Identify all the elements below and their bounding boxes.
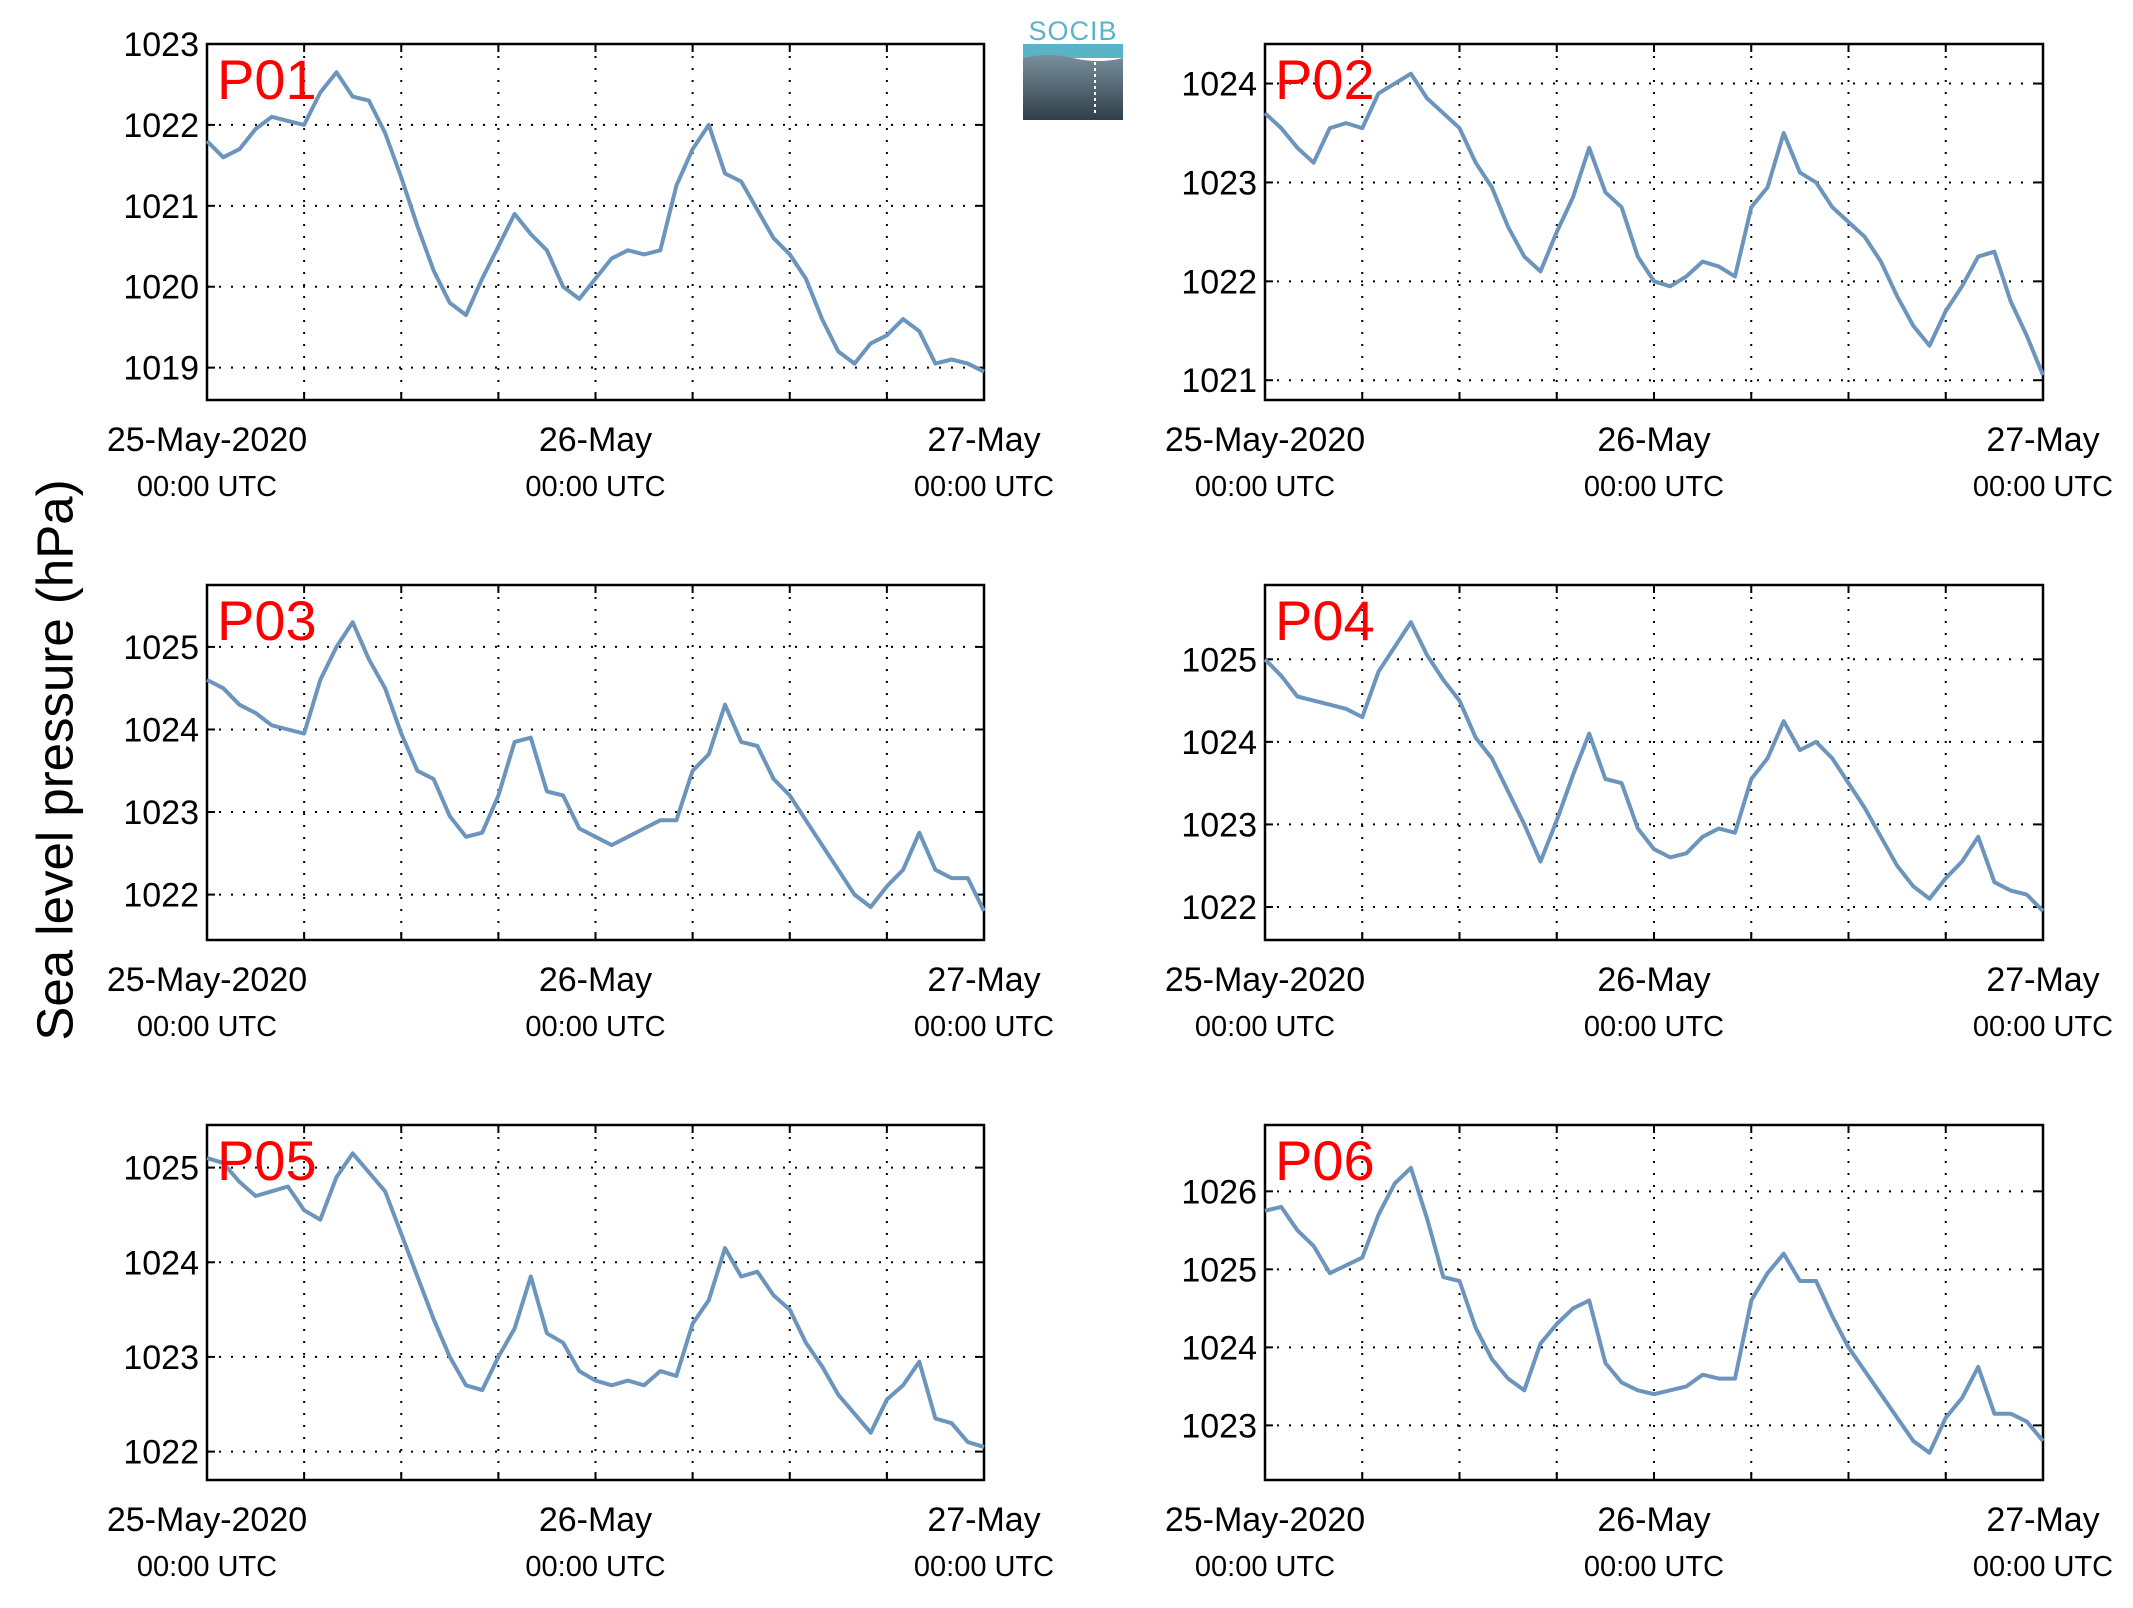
x-tick-sublabel: 00:00 UTC [1195,471,1335,503]
y-tick-label: 1024 [123,711,199,749]
panel-p04: 1022 1023 1024 1025 P04 25-May-2020 00:00 UTC 2… [1165,583,2113,1043]
x-tick-label: 26-May [1597,1501,1710,1539]
x-tick-label: 26-May [539,1501,652,1539]
y-tick-label: 1023 [123,26,199,64]
x-tick-sublabel: 00:00 UTC [1973,1551,2113,1583]
socib-logo-graphic: SOCIB [1023,16,1123,120]
socib-logo: SOCIB [1023,14,1123,120]
y-tick-label: 1026 [1181,1173,1257,1211]
plot-frame [205,1123,986,1482]
panel-label: P01 [217,48,317,111]
plot-frame [205,583,986,942]
series-line-p04 [1263,620,2045,913]
x-tick-label: 27-May [1986,1501,2099,1539]
x-tick-sublabel: 00:00 UTC [914,1551,1054,1583]
panel-p01: 1019 1020 1021 1022 1023 P01 25-May-2020 00:00 … [107,26,1054,503]
x-tick-label: 25-May-2020 [1165,1501,1365,1539]
x-tick-sublabel: 00:00 UTC [1195,1551,1335,1583]
y-tick-label: 1021 [123,188,199,226]
y-tick-label: 1023 [1181,806,1257,844]
x-tick-sublabel: 00:00 UTC [1195,1011,1335,1043]
x-tick-sublabel: 00:00 UTC [525,1011,665,1043]
x-tick-label: 27-May [1986,421,2099,459]
x-tick-label: 26-May [1597,961,1710,999]
x-tick-label: 25-May-2020 [1165,961,1365,999]
x-tick-label: 26-May [539,421,652,459]
y-tick-label: 1022 [1181,263,1257,301]
x-tick-sublabel: 00:00 UTC [137,1551,277,1583]
x-tick-sublabel: 00:00 UTC [914,471,1054,503]
y-tick-label: 1024 [1181,66,1257,104]
y-tick-label: 1025 [123,629,199,667]
x-tick-sublabel: 00:00 UTC [1973,1011,2113,1043]
x-tick-label: 25-May-2020 [107,421,307,459]
x-tick-label: 26-May [1597,421,1710,459]
x-tick-label: 25-May-2020 [1165,421,1365,459]
x-tick-sublabel: 00:00 UTC [137,1011,277,1043]
y-tick-label: 1025 [1181,1251,1257,1289]
series-line-p01 [205,70,985,374]
svg-text:SOCIB: SOCIB [1028,16,1117,46]
panel-label: P04 [1275,589,1375,652]
y-tick-label: 1021 [1181,362,1257,400]
y-tick-label: 1022 [123,877,199,915]
y-tick-label: 1023 [123,1339,199,1377]
x-tick-label: 25-May-2020 [107,961,307,999]
y-tick-label: 1025 [123,1150,199,1188]
panel-label: P03 [217,589,317,652]
y-tick-label: 1023 [1181,1407,1257,1445]
x-tick-sublabel: 00:00 UTC [914,1011,1054,1043]
plot-frame [1263,42,2045,402]
x-tick-label: 27-May [927,421,1040,459]
panel-label: P02 [1275,48,1375,111]
x-tick-sublabel: 00:00 UTC [1584,1011,1724,1043]
panel-label: P06 [1275,1129,1375,1192]
x-tick-label: 27-May [927,1501,1040,1539]
series-line-p03 [206,620,986,912]
y-tick-label: 1023 [123,794,199,832]
y-tick-label: 1023 [1181,164,1257,202]
y-tick-label: 1022 [1181,889,1257,927]
x-tick-sublabel: 00:00 UTC [1584,471,1724,503]
x-tick-sublabel: 00:00 UTC [525,1551,665,1583]
x-tick-label: 25-May-2020 [107,1501,307,1539]
plot-frame [1263,583,2045,942]
plot-frame [205,42,986,402]
series-line-p05 [206,1151,985,1449]
x-tick-label: 27-May [927,961,1040,999]
series-line-p06 [1264,1165,2045,1455]
x-tick-sublabel: 00:00 UTC [137,471,277,503]
panel-p05: 1022 1023 1024 1025 P05 25-May-2020 00:00 UTC 2… [107,1123,1054,1583]
y-tick-label: 1022 [123,1434,199,1472]
y-tick-label: 1020 [123,269,199,307]
x-tick-label: 26-May [539,961,652,999]
x-tick-label: 27-May [1986,961,2099,999]
plot-frame [1263,1123,2045,1482]
y-tick-label: 1022 [123,107,199,145]
x-tick-sublabel: 00:00 UTC [1973,471,2113,503]
panel-p03: 1022 1023 1024 1025 P03 25-May-2020 00:00 UTC 2… [107,583,1054,1043]
y-tick-label: 1024 [1181,724,1257,762]
panel-p02: 1021 1022 1023 1024 P02 25-May-2020 00:00 UTC 2… [1165,42,2113,503]
x-tick-sublabel: 00:00 UTC [1584,1551,1724,1583]
series-line-p02 [1263,71,2045,377]
x-tick-sublabel: 00:00 UTC [525,471,665,503]
panel-label: P05 [217,1129,317,1192]
y-tick-label: 1024 [123,1244,199,1282]
y-tick-label: 1019 [123,350,199,388]
y-tick-label: 1024 [1181,1329,1257,1367]
y-tick-label: 1025 [1181,641,1257,679]
panel-p06: 1023 1024 1025 1026 P06 25-May-2020 00:00 UTC 2… [1165,1123,2113,1583]
